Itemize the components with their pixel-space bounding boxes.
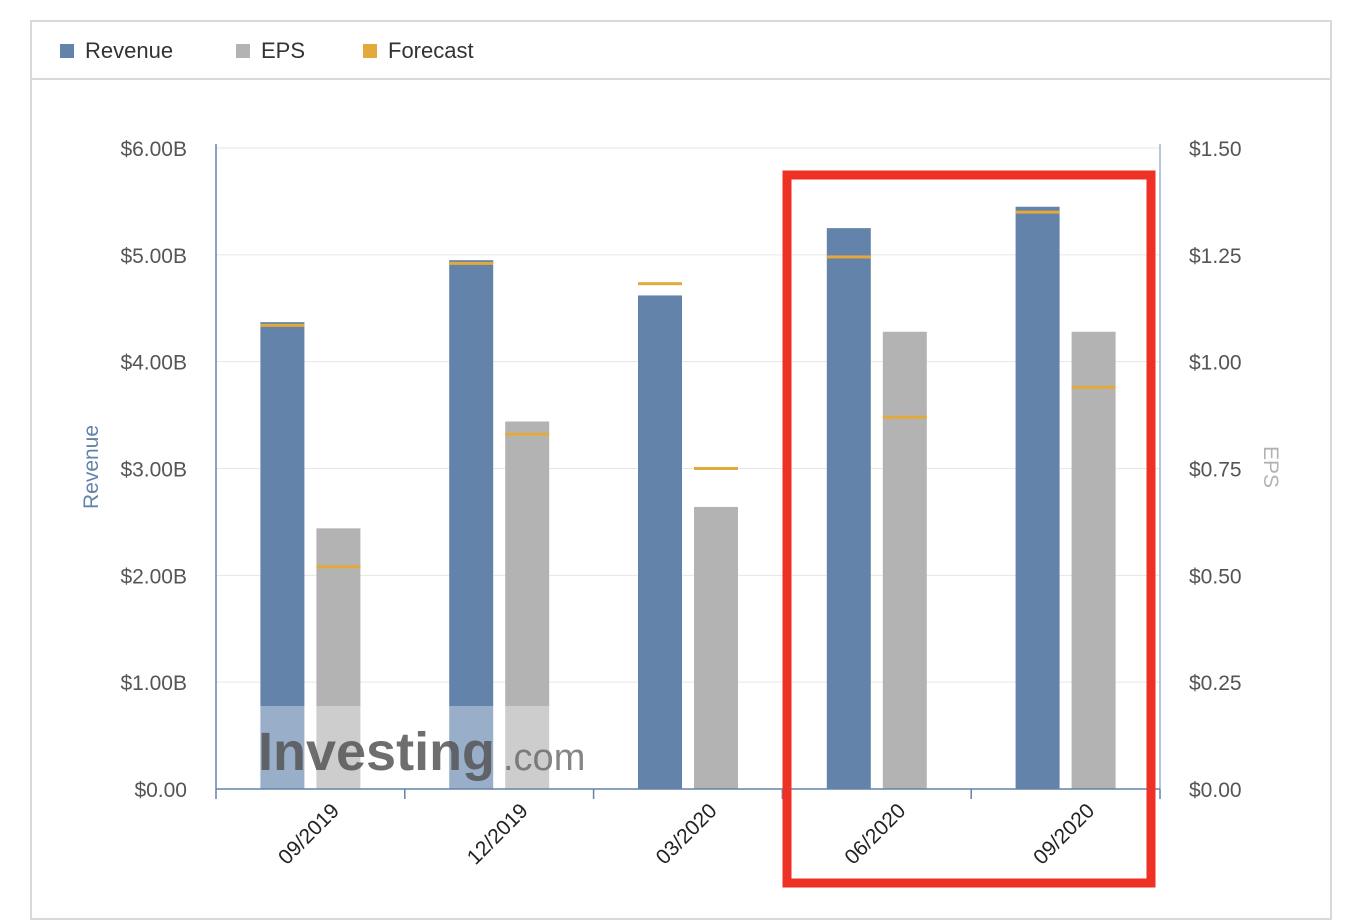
eps-bar[interactable] bbox=[694, 506, 738, 789]
revenue-bar[interactable] bbox=[826, 228, 871, 789]
left-axis-title: Revenue bbox=[80, 425, 103, 509]
legend-item-eps[interactable]: EPS bbox=[236, 38, 305, 64]
eps-forecast-mark[interactable] bbox=[882, 415, 927, 419]
grid-lines bbox=[216, 147, 1160, 683]
right-tick-label: $1.00 bbox=[1189, 352, 1242, 375]
category-label: 12/2019 bbox=[463, 799, 533, 869]
legend-label-eps: EPS bbox=[261, 38, 306, 63]
right-axis-title: EPS bbox=[1259, 446, 1282, 488]
eps-forecast-mark[interactable] bbox=[694, 467, 738, 470]
right-tick-label: $1.50 bbox=[1189, 138, 1242, 161]
right-tick-label: $0.00 bbox=[1189, 779, 1242, 802]
category-label: 06/2020 bbox=[840, 799, 910, 869]
category-label: 09/2019 bbox=[274, 799, 344, 869]
watermark-backdrop bbox=[240, 706, 565, 789]
legend-label-forecast: Forecast bbox=[388, 38, 474, 63]
legend-swatch-eps bbox=[236, 44, 250, 58]
legend-item-revenue[interactable]: Revenue bbox=[60, 38, 173, 64]
category-label: 09/2020 bbox=[1029, 799, 1099, 869]
right-tick-label: $0.25 bbox=[1189, 672, 1242, 695]
left-tick-label: $1.00B bbox=[120, 672, 187, 695]
left-tick-label: $0.00 bbox=[134, 779, 187, 802]
right-tick-label: $1.25 bbox=[1189, 245, 1242, 268]
eps-bar[interactable] bbox=[1071, 331, 1116, 789]
left-tick-label: $4.00B bbox=[120, 352, 187, 375]
highlight-rectangle bbox=[782, 170, 1156, 888]
legend-swatch-forecast bbox=[363, 44, 377, 58]
watermark-brand: Investing bbox=[258, 722, 495, 782]
investing-watermark: Investing .com bbox=[240, 706, 585, 789]
legend-item-forecast[interactable]: Forecast bbox=[363, 38, 474, 64]
revenue-forecast-mark[interactable] bbox=[449, 261, 494, 265]
revenue-bar[interactable] bbox=[449, 260, 494, 789]
eps-bar[interactable] bbox=[505, 421, 550, 789]
chart-legend: Revenue EPS Forecast bbox=[32, 22, 1330, 80]
highlight-box bbox=[782, 170, 1156, 888]
bars bbox=[260, 206, 1116, 790]
legend-label-revenue: Revenue bbox=[85, 38, 174, 63]
legend-swatch-revenue bbox=[60, 44, 74, 58]
eps-forecast-mark[interactable] bbox=[505, 432, 550, 436]
left-tick-label: $2.00B bbox=[120, 565, 187, 588]
category-label: 03/2020 bbox=[652, 799, 722, 869]
axis-labels: Revenue EPS bbox=[80, 425, 1282, 509]
eps-forecast-mark[interactable] bbox=[316, 565, 361, 569]
left-tick-label: $5.00B bbox=[120, 245, 187, 268]
revenue-bar[interactable] bbox=[1015, 206, 1060, 790]
eps-forecast-mark[interactable] bbox=[1071, 385, 1116, 389]
left-tick-label: $3.00B bbox=[120, 459, 187, 482]
revenue-forecast-mark[interactable] bbox=[1015, 210, 1060, 214]
right-tick-label: $0.75 bbox=[1189, 459, 1242, 482]
revenue-bar[interactable] bbox=[638, 295, 682, 789]
right-tick-label: $0.50 bbox=[1189, 565, 1242, 588]
revenue-forecast-mark[interactable] bbox=[260, 323, 305, 327]
eps-bar[interactable] bbox=[316, 528, 361, 789]
eps-bar[interactable] bbox=[882, 331, 927, 789]
revenue-forecast-mark[interactable] bbox=[638, 282, 682, 286]
left-tick-label: $6.00B bbox=[120, 138, 187, 161]
watermark-suffix: .com bbox=[503, 737, 585, 779]
revenue-bar[interactable] bbox=[260, 322, 305, 789]
revenue-forecast-mark[interactable] bbox=[826, 255, 871, 259]
